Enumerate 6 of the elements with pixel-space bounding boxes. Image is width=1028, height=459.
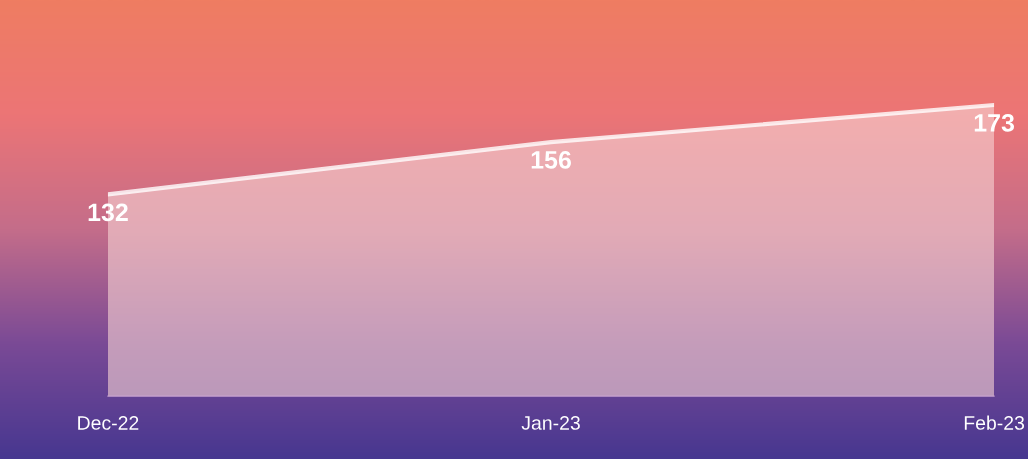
data-label: 173 (974, 113, 1015, 132)
data-label: 132 (88, 203, 128, 222)
data-label: 156 (531, 151, 571, 169)
x-tick-label: Jan-23 (521, 416, 580, 430)
x-tick-label: Dec-22 (78, 416, 139, 430)
x-tick-label: Feb-23 (964, 415, 1025, 430)
